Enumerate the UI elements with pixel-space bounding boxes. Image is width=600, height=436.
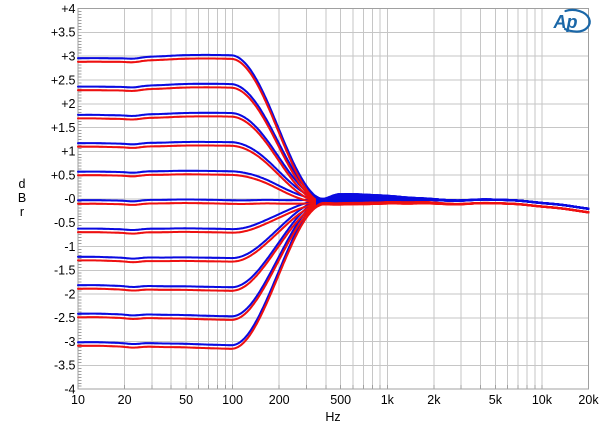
svg-text:10k: 10k <box>532 393 553 407</box>
svg-text:+4: +4 <box>61 2 75 16</box>
svg-text:-1: -1 <box>64 240 75 254</box>
svg-text:d: d <box>19 177 26 191</box>
svg-text:Hz: Hz <box>325 410 340 424</box>
svg-text:+3.5: +3.5 <box>51 26 76 40</box>
svg-text:1k: 1k <box>381 393 395 407</box>
svg-text:-2: -2 <box>64 287 75 301</box>
svg-text:-3: -3 <box>64 335 75 349</box>
svg-text:+1.5: +1.5 <box>51 121 76 135</box>
svg-text:B: B <box>18 191 26 205</box>
svg-text:-0: -0 <box>64 192 75 206</box>
svg-text:-1.5: -1.5 <box>54 264 76 278</box>
svg-text:2k: 2k <box>427 393 441 407</box>
svg-text:r: r <box>20 205 24 219</box>
svg-text:50: 50 <box>179 393 193 407</box>
svg-text:+2.5: +2.5 <box>51 73 76 87</box>
svg-text:500: 500 <box>330 393 351 407</box>
svg-text:Ap: Ap <box>553 12 578 32</box>
svg-text:+3: +3 <box>61 50 75 64</box>
svg-text:200: 200 <box>269 393 290 407</box>
svg-text:-3.5: -3.5 <box>54 359 76 373</box>
svg-text:20k: 20k <box>578 393 599 407</box>
svg-text:-2.5: -2.5 <box>54 311 76 325</box>
svg-text:+0.5: +0.5 <box>51 168 76 182</box>
svg-text:+2: +2 <box>61 97 75 111</box>
svg-text:-4: -4 <box>64 383 75 397</box>
svg-text:+1: +1 <box>61 145 75 159</box>
svg-text:100: 100 <box>222 393 243 407</box>
svg-text:10: 10 <box>71 393 85 407</box>
svg-text:-0.5: -0.5 <box>54 216 76 230</box>
svg-text:20: 20 <box>118 393 132 407</box>
svg-text:5k: 5k <box>489 393 503 407</box>
